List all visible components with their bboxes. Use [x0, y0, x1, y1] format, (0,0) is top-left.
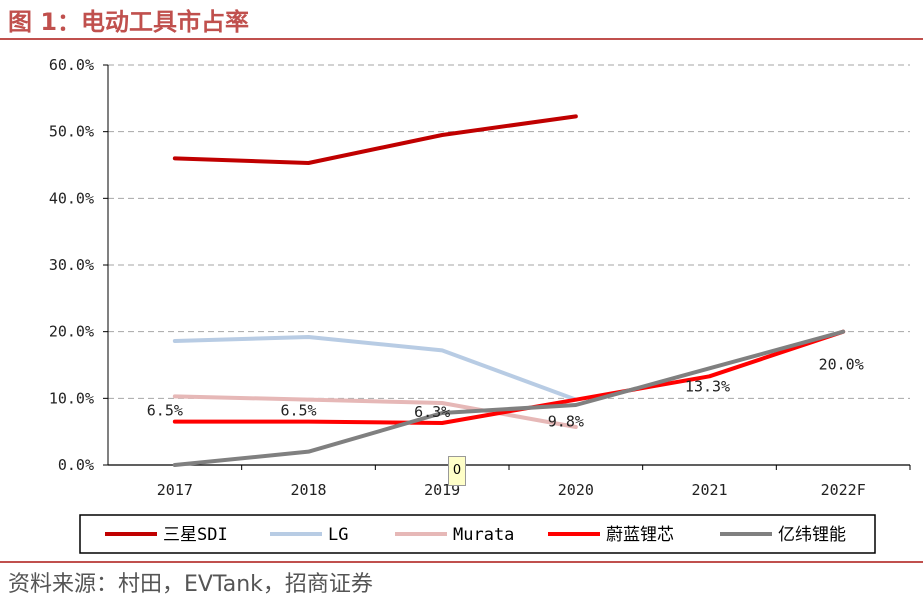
- legend-label: Murata: [453, 525, 514, 545]
- series-line: [172, 329, 846, 467]
- y-tick-label: 60.0%: [49, 56, 94, 74]
- cursor-tooltip: 0: [448, 456, 466, 486]
- data-label: 13.3%: [685, 377, 730, 395]
- series-line: [172, 394, 578, 429]
- source-note: 资料来源：村田，EVTank，招商证券: [8, 572, 373, 597]
- x-tick-label: 2021: [691, 481, 727, 499]
- x-tick-label: 2020: [558, 481, 594, 499]
- legend-label: 亿纬锂能: [778, 525, 846, 545]
- data-label: 6.5%: [280, 402, 316, 420]
- legend: 三星SDI LG Murata 蔚蓝锂芯 亿纬锂能: [79, 514, 876, 554]
- data-label: 6.3%: [414, 403, 450, 421]
- x-tick-label: 2018: [290, 481, 326, 499]
- data-label: 20.0%: [819, 356, 864, 374]
- y-tick-label: 30.0%: [49, 256, 94, 274]
- data-label: 6.5%: [147, 402, 183, 420]
- legend-label: 三星SDI: [163, 525, 228, 545]
- y-tick-label: 20.0%: [49, 323, 94, 341]
- legend-label: 蔚蓝锂芯: [606, 525, 674, 545]
- series-line: [172, 335, 578, 402]
- series-line: [172, 329, 846, 425]
- y-tick-label: 10.0%: [49, 389, 94, 407]
- y-tick-label: 0.0%: [58, 456, 94, 474]
- title-divider: [0, 38, 923, 40]
- x-tick-label: 2017: [157, 481, 193, 499]
- series-lines: [172, 114, 846, 467]
- series-line: [172, 114, 578, 165]
- axes: 0.0% 10.0% 20.0% 30.0% 40.0% 50.0% 60.0% 2017 20…: [49, 56, 911, 499]
- footer-divider: [0, 561, 923, 563]
- chart-title: 图 1：电动工具市占率: [8, 8, 250, 36]
- y-tick-label: 50.0%: [49, 123, 94, 141]
- x-tick-label: 2022F: [821, 481, 866, 499]
- data-label: 9.8%: [548, 413, 584, 431]
- data-labels: 6.5% 6.5% 6.3% 9.8% 13.3% 20.0%: [147, 356, 864, 431]
- legend-label: LG: [328, 525, 348, 545]
- y-tick-label: 40.0%: [49, 189, 94, 207]
